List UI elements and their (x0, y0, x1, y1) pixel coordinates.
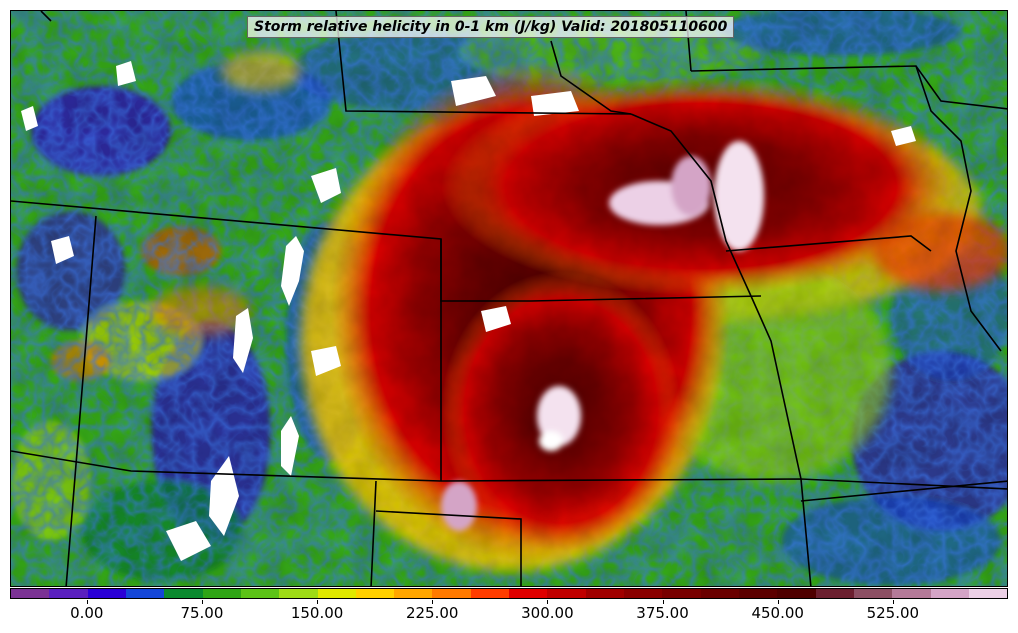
colorbar-tick (432, 600, 434, 604)
colorbar-cell (470, 589, 510, 598)
colorbar-tick-label: 225.00 (405, 604, 459, 622)
colorbar-cell (930, 589, 969, 598)
colorbar-tick-label: 375.00 (636, 604, 689, 622)
colorbar-tick (86, 600, 88, 604)
colorbar-cell (892, 589, 931, 598)
colorbar-tick-label: 0.00 (70, 604, 104, 622)
colorbar-cell (49, 589, 88, 598)
colorbar-cell (11, 589, 50, 598)
colorbar-cell (777, 589, 816, 598)
colorbar-cell (202, 589, 241, 598)
colorbar-tick (777, 600, 779, 604)
colorbar-tick (892, 600, 894, 604)
colorbar-cell (547, 589, 586, 598)
colorbar (10, 588, 1008, 599)
colorbar-tick-label: 525.00 (866, 604, 920, 622)
colorbar-cell (624, 589, 663, 598)
colorbar-cell (432, 589, 471, 598)
helicity-field (11, 11, 1007, 586)
colorbar-cell (125, 589, 165, 598)
colorbar-cell (700, 589, 739, 598)
colorbar-cell (317, 589, 356, 598)
colorbar-tick-label: 75.00 (180, 604, 224, 622)
colorbar-cell (815, 589, 854, 598)
colorbar-tick (317, 600, 319, 604)
state-borders (11, 11, 1007, 586)
colorbar-cell (509, 589, 548, 598)
colorbar-cell (240, 589, 280, 598)
colorbar-tick-label: 300.00 (521, 604, 574, 622)
helicity-map: Storm relative helicity in 0-1 km (J/kg)… (10, 10, 1008, 587)
colorbar-tick (201, 600, 203, 604)
colorbar-tick (662, 600, 664, 604)
colorbar-tick-label: 150.00 (290, 604, 344, 622)
colorbar-cell (585, 589, 624, 598)
white-speckles (21, 61, 916, 561)
extreme-helicity-zones (441, 141, 764, 531)
map-title: Storm relative helicity in 0-1 km (J/kg)… (247, 16, 735, 38)
colorbar-cell (738, 589, 778, 598)
colorbar-cell (164, 589, 203, 598)
colorbar-cell (968, 589, 1008, 598)
colorbar-tick-label: 450.00 (751, 604, 804, 622)
colorbar-cell (394, 589, 433, 598)
colorbar-cell (279, 589, 318, 598)
colorbar-ticks: 0.00 75.00 150.00 225.00 300.00 375.00 450.00 5… (10, 600, 1008, 630)
colorbar-cell (87, 589, 126, 598)
colorbar-cell (355, 589, 395, 598)
colorbar-cell (853, 589, 893, 598)
colorbar-cell (662, 589, 701, 598)
colorbar-tick (547, 600, 549, 604)
